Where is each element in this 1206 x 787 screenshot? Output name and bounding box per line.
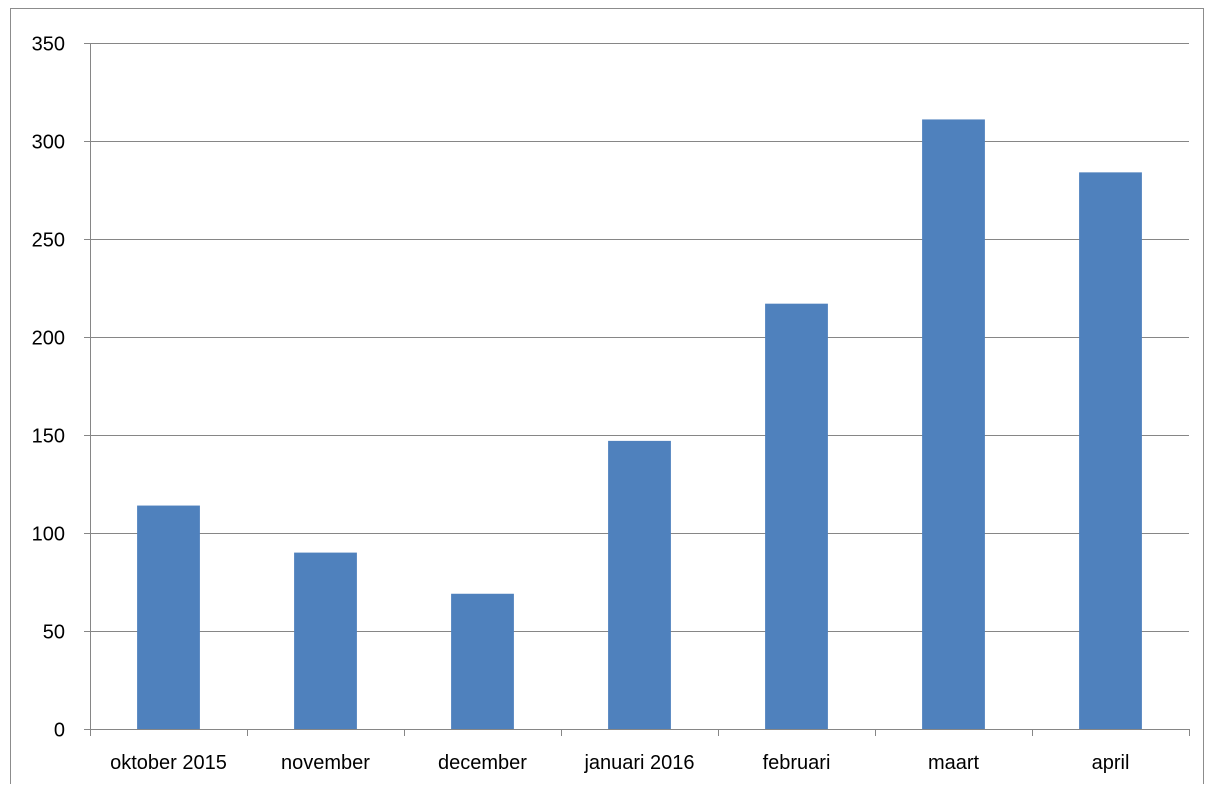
x-tick-label: april	[1092, 752, 1130, 774]
x-tick-label: oktober 2015	[110, 752, 227, 774]
bar-4	[608, 440, 671, 729]
y-tick-label: 0	[54, 720, 65, 742]
bar-7	[1079, 172, 1142, 730]
bar-6	[922, 119, 985, 729]
bars	[137, 119, 1142, 730]
bar-3	[451, 593, 514, 729]
x-tick-label: januari 2016	[583, 752, 694, 774]
y-tick-labels: 0 50 100 150 200 250 300 350	[32, 34, 65, 742]
x-tick-label: maart	[928, 752, 980, 774]
x-tick-label: november	[281, 752, 370, 774]
y-tick-label: 150	[32, 426, 65, 448]
bar-2	[294, 552, 357, 729]
chart-frame	[10, 8, 1204, 784]
y-tick-label: 100	[32, 524, 65, 546]
y-tick-label: 250	[32, 230, 65, 252]
x-tick-label: februari	[763, 752, 831, 774]
x-tick-labels: oktober 2015 november december januari 2016…	[110, 752, 1129, 774]
y-tick-label: 50	[43, 622, 65, 644]
bar-1	[137, 505, 200, 729]
y-tick-label: 200	[32, 328, 65, 350]
y-tick-label: 300	[32, 132, 65, 154]
y-tick-label: 350	[32, 34, 65, 56]
x-tick-label: december	[438, 752, 527, 774]
axes	[84, 43, 1190, 736]
bar-5	[765, 303, 828, 729]
